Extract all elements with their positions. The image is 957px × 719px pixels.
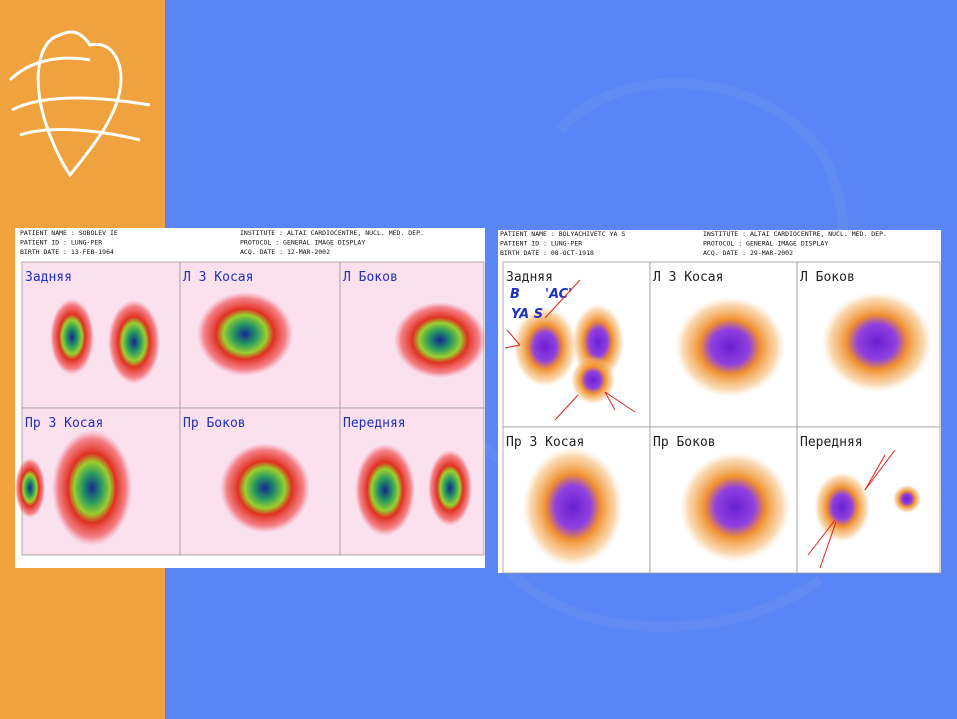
uptake-image xyxy=(197,292,293,376)
logo xyxy=(8,30,151,178)
uptake-image xyxy=(52,430,132,546)
right-scan: PATIENT NAME : BOLYACHIVETC YA S PATIENT … xyxy=(498,230,941,574)
uptake-image xyxy=(571,356,615,404)
uptake-image xyxy=(108,300,160,384)
view-label: Передняя xyxy=(343,416,406,431)
uptake-image xyxy=(50,299,94,375)
view-label: Передняя xyxy=(800,435,863,450)
header-line: PATIENT NAME : BOLYACHIVETC YA S xyxy=(500,230,625,238)
uptake-image xyxy=(15,458,45,518)
view-label: Л 3 Косая xyxy=(653,270,723,285)
header-line: PATIENT NAME : SOBOLEV IE xyxy=(20,229,118,237)
view-label: Пр 3 Косая xyxy=(25,416,103,431)
view-label: Л 3 Косая xyxy=(183,270,253,285)
header-line: ACQ. DATE : 12-MAR-2002 xyxy=(240,248,330,256)
uptake-image xyxy=(822,292,932,392)
uptake-image xyxy=(220,443,310,533)
annotation: 'AC' xyxy=(545,287,572,302)
header-line: PROTOCOL : GENERAL IMAGE DISPLAY xyxy=(703,240,828,248)
view-label: Л Боков xyxy=(343,270,398,285)
header-line: PATIENT ID : LUNG-PER xyxy=(20,239,102,247)
uptake-image xyxy=(523,447,623,567)
uptake-image xyxy=(513,307,577,387)
uptake-image xyxy=(680,452,790,562)
annotation: B xyxy=(510,287,520,302)
view-label: Пр Боков xyxy=(183,416,246,431)
header-line: ACQ. DATE : 29-MAR-2002 xyxy=(703,249,793,257)
view-label: Пр 3 Косая xyxy=(506,435,584,450)
header-line: INSTITUTE : ALTAI CARDIOCENTRE, NUCL. ME… xyxy=(703,230,887,238)
view-label: Л Боков xyxy=(800,270,855,285)
uptake-image xyxy=(814,472,870,542)
view-label: Пр Боков xyxy=(653,435,716,450)
header-line: BIRTH DATE : 08-OCT-1918 xyxy=(500,249,594,257)
header-line: PATIENT ID : LUNG-PER xyxy=(500,240,582,248)
view-label: Задняя xyxy=(506,270,553,285)
header-line: INSTITUTE : ALTAI CARDIOCENTRE, NUCL. ME… xyxy=(240,229,424,237)
uptake-image xyxy=(394,302,486,378)
header-line: PROTOCOL : GENERAL IMAGE DISPLAY xyxy=(240,239,365,247)
arrows xyxy=(504,279,896,569)
uptake-image xyxy=(893,485,921,513)
uptake-image xyxy=(428,450,472,526)
annotation: YA S xyxy=(511,307,543,322)
uptake-image xyxy=(355,444,415,536)
uptake-image xyxy=(675,297,785,397)
left-scan: PATIENT NAME : SOBOLEV IE PATIENT ID : LU… xyxy=(15,228,486,568)
view-label: Задняя xyxy=(25,270,72,285)
header-line: BIRTH DATE : 13-FEB-1964 xyxy=(20,248,114,256)
